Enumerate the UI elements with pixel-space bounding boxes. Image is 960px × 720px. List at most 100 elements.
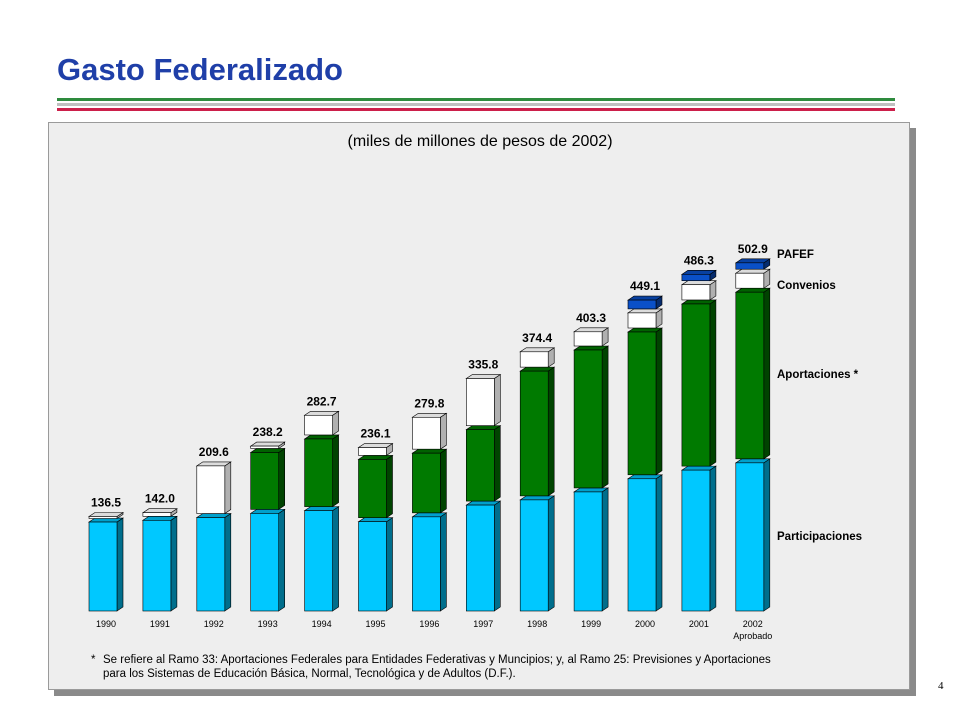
bar-convenios-2000-top <box>627 308 663 314</box>
bar-participaciones-1999-top <box>573 487 610 493</box>
bar-aportaciones-1994-top <box>303 434 340 440</box>
bar-participaciones-1997-top <box>465 500 502 506</box>
bar-participaciones-1995-top <box>357 517 394 522</box>
bar-convenios-1992-top <box>195 461 232 467</box>
legend-participaciones: Participaciones <box>777 531 862 543</box>
bar-participaciones-1996-top <box>411 512 448 518</box>
bar-participaciones-1999 <box>573 491 603 612</box>
category-label-2002: 2002 <box>743 619 763 629</box>
total-label-1996: 279.8 <box>414 396 444 410</box>
bar-aportaciones-1998 <box>519 370 549 497</box>
category-label-1991: 1991 <box>150 619 170 629</box>
bar-participaciones-1994-top <box>303 506 340 511</box>
bar-convenios-1998 <box>519 351 549 368</box>
legend-convenios: Convenios <box>777 280 836 292</box>
bar-participaciones-1991-top <box>141 516 178 521</box>
total-label-1993: 238.2 <box>253 425 283 439</box>
bar-participaciones-2000-side <box>655 474 663 612</box>
bar-aportaciones-1995-top <box>357 455 394 460</box>
category-label-2001: 2001 <box>689 619 709 629</box>
bar-participaciones-1990-side <box>116 517 124 612</box>
footnote: * Se refiere al Ramo 33: Aportaciones Fe… <box>91 653 791 681</box>
total-label-1998: 374.4 <box>522 331 552 345</box>
bar-participaciones-1992 <box>196 517 226 612</box>
bar-pafef-2002-top <box>734 258 771 264</box>
category-label-1992: 1992 <box>204 619 224 629</box>
total-label-1994: 282.7 <box>307 394 337 408</box>
bar-aportaciones-2001-top <box>680 299 717 305</box>
bar-aportaciones-1993-side <box>278 447 285 510</box>
bar-convenios-1997 <box>465 378 495 426</box>
bar-aportaciones-1993 <box>250 452 279 510</box>
bar-participaciones-2000 <box>627 478 657 612</box>
category-label-1990: 1990 <box>96 619 116 629</box>
bar-participaciones-1995 <box>358 521 387 612</box>
bar-convenios-1992 <box>196 465 226 514</box>
bar-participaciones-2002 <box>735 462 765 612</box>
category-sublabel-2002: Aprobado <box>733 631 772 641</box>
bar-aportaciones-2001 <box>681 303 711 467</box>
bar-aportaciones-1999-top <box>573 345 610 351</box>
bar-convenios-1999-top <box>573 327 610 333</box>
bar-participaciones-1996 <box>412 516 441 612</box>
bar-convenios-1993 <box>250 445 279 449</box>
bar-aportaciones-1994-side <box>332 434 339 508</box>
total-label-1991: 142.0 <box>145 492 175 506</box>
total-label-2000: 449.1 <box>630 279 660 293</box>
bar-participaciones-1993-side <box>278 508 285 612</box>
bar-convenios-1993-top <box>249 441 286 447</box>
bar-convenios-1997-top <box>465 374 502 379</box>
bar-pafef-2001 <box>681 274 711 282</box>
chart-panel: (miles de millones de pesos de 2002) 136… <box>48 122 910 690</box>
bar-participaciones-1990 <box>88 521 118 612</box>
bar-participaciones-1998-top <box>519 495 556 501</box>
bar-convenios-1996-top <box>411 412 448 418</box>
bar-aportaciones-1995 <box>358 459 387 518</box>
bar-aportaciones-1993-top <box>249 448 286 453</box>
bar-aportaciones-1998-top <box>519 366 556 372</box>
category-label-1997: 1997 <box>473 619 493 629</box>
bar-convenios-1991 <box>142 512 172 517</box>
bar-convenios-1996 <box>412 416 441 450</box>
bar-participaciones-2001 <box>681 469 711 612</box>
bar-aportaciones-1999 <box>573 349 603 489</box>
total-label-2002: 502.9 <box>738 242 768 256</box>
bar-convenios-2002 <box>735 272 765 289</box>
category-label-1996: 1996 <box>419 619 439 629</box>
title-rule-red <box>57 108 895 111</box>
bar-participaciones-1992-side <box>224 512 232 612</box>
category-label-2000: 2000 <box>635 619 655 629</box>
bar-participaciones-1995-side <box>386 517 393 612</box>
bar-participaciones-1993 <box>250 513 279 612</box>
bar-aportaciones-2001-side <box>709 299 717 467</box>
bar-convenios-1996-side <box>440 412 447 450</box>
bar-pafef-2000-top <box>627 295 663 301</box>
bar-participaciones-1997-side <box>493 500 501 612</box>
total-label-2001: 486.3 <box>684 253 714 267</box>
bar-participaciones-2002-top <box>734 458 771 464</box>
page-number: 4 <box>938 680 944 692</box>
title-rule-gray <box>57 103 895 106</box>
bar-aportaciones-1996 <box>412 452 441 514</box>
bar-convenios-1995 <box>358 447 387 456</box>
bar-pafef-2000 <box>627 299 657 310</box>
bar-aportaciones-1994 <box>304 438 333 507</box>
category-label-1999: 1999 <box>581 619 601 629</box>
bar-aportaciones-1997-top <box>465 425 502 430</box>
bar-participaciones-1997 <box>465 504 495 612</box>
bar-aportaciones-2002-top <box>734 287 771 293</box>
total-label-1999: 403.3 <box>576 311 606 325</box>
bar-aportaciones-1998-side <box>547 366 555 497</box>
bar-participaciones-1993-top <box>249 509 286 514</box>
bar-convenios-2000 <box>627 312 657 329</box>
bar-aportaciones-1997 <box>465 429 495 502</box>
bar-convenios-1998-top <box>519 347 556 353</box>
bar-convenios-1994-top <box>303 410 340 416</box>
bar-participaciones-2002-side <box>763 458 771 612</box>
category-label-1998: 1998 <box>527 619 547 629</box>
bar-convenios-1990-top <box>88 512 124 517</box>
bar-convenios-1999 <box>573 331 603 347</box>
bar-convenios-2001 <box>681 284 711 301</box>
bar-pafef-2001-top <box>680 270 717 275</box>
page-title: Gasto Federalizado <box>57 52 343 87</box>
